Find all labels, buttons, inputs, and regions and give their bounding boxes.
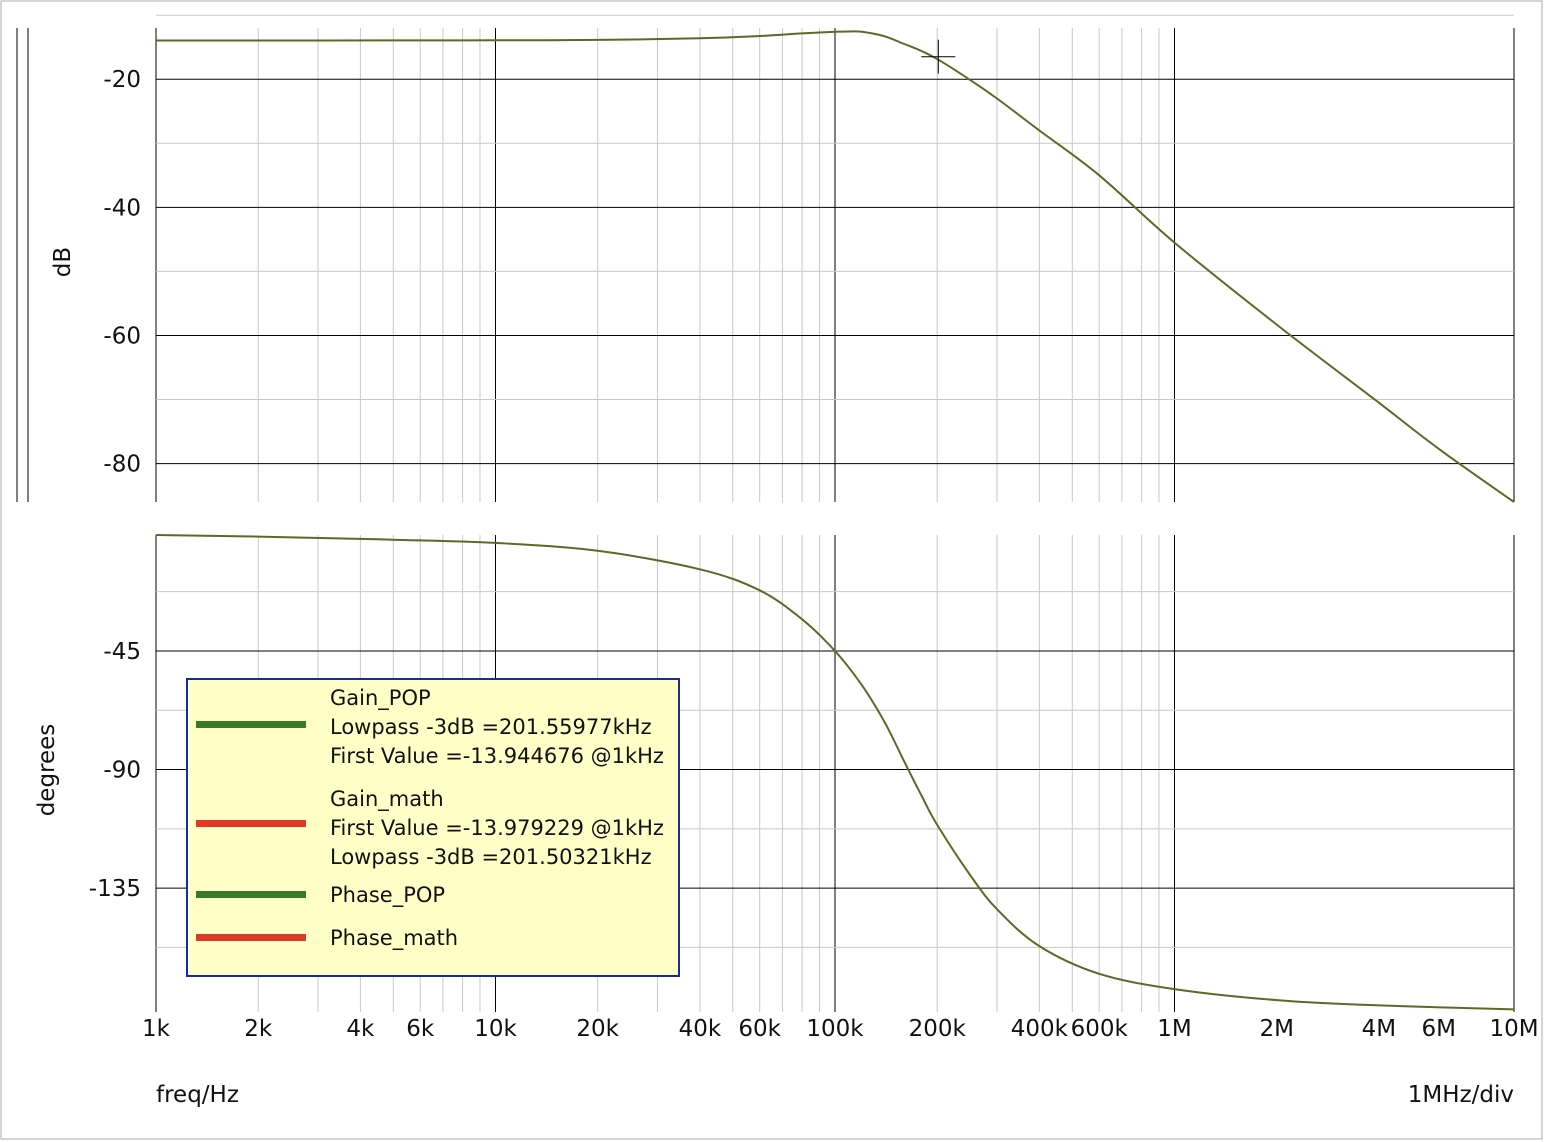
legend-line: Lowpass -3dB =201.50321kHz [330,845,652,869]
legend-line: Gain_POP [330,686,431,710]
x-tick-label: 4k [346,1016,375,1042]
y-tick-label: -45 [103,639,141,665]
legend-swatch-gain-pop [196,721,306,728]
legend-line: Gain_math [330,787,444,811]
gain-grid [155,14,1515,502]
x-tick-label: 6k [406,1016,435,1042]
x-tick-label: 6M [1421,1016,1455,1042]
cursor-crosshair[interactable] [921,39,956,74]
phase-y-ticks: -45 -90 -135 [89,639,141,902]
x-tick-label: 2k [244,1016,273,1042]
legend-line: First Value =-13.979229 @1kHz [330,816,664,840]
gain-y-ticks: -20 -40 -60 -80 [103,67,141,477]
x-tick-label: 1M [1157,1016,1191,1042]
x-tick-label: 400k [1011,1016,1069,1042]
x-axis-label: freq/Hz [156,1082,239,1108]
legend[interactable]: Gain_POP Lowpass -3dB =201.55977kHz Firs… [186,678,680,977]
x-tick-label: 100k [806,1016,864,1042]
legend-text-gain-pop: Gain_POP Lowpass -3dB =201.55977kHz Firs… [330,684,664,771]
gain-y-axis-label: dB [50,247,76,277]
x-tick-label: 40k [679,1016,722,1042]
x-tick-label: 200k [909,1016,967,1042]
x-tick-label: 10k [474,1016,517,1042]
y-tick-label: -135 [89,876,141,902]
x-tick-label: 20k [576,1016,619,1042]
legend-line: First Value =-13.944676 @1kHz [330,744,664,768]
y-tick-label: -40 [103,195,141,221]
x-tick-label: 10M [1489,1016,1538,1042]
y-tick-label: -90 [103,758,141,784]
x-tick-label: 60k [738,1016,781,1042]
legend-swatch-phase-pop [196,891,306,898]
y-tick-label: -80 [103,452,141,478]
gain-pop-curve [156,30,1515,503]
x-div-label: 1MHz/div [1408,1082,1514,1108]
legend-line: Lowpass -3dB =201.55977kHz [330,715,652,739]
x-tick-label: 2M [1259,1016,1293,1042]
x-tick-label: 600k [1071,1016,1129,1042]
legend-line: Phase_POP [330,883,446,907]
x-tick-label: 4M [1362,1016,1396,1042]
phase-y-axis-label: degrees [34,724,60,817]
legend-swatch-phase-math [196,934,306,941]
y-tick-label: -20 [103,67,141,93]
x-ticks: 1k 2k 4k 6k 10k 20k 40k 60k 100k 200k 400k 600k 1M 2M… [142,1016,1539,1042]
x-tick-label: 1k [142,1016,171,1042]
phase-pop-curve [155,534,1515,1011]
legend-text-phase-math: Phase_math [330,924,458,953]
y-tick-label: -60 [103,323,141,349]
legend-text-gain-math: Gain_math First Value =-13.979229 @1kHz … [330,785,664,872]
legend-swatch-gain-math [196,820,306,827]
legend-line: Phase_math [330,926,459,950]
legend-text-phase-pop: Phase_POP [330,881,445,910]
